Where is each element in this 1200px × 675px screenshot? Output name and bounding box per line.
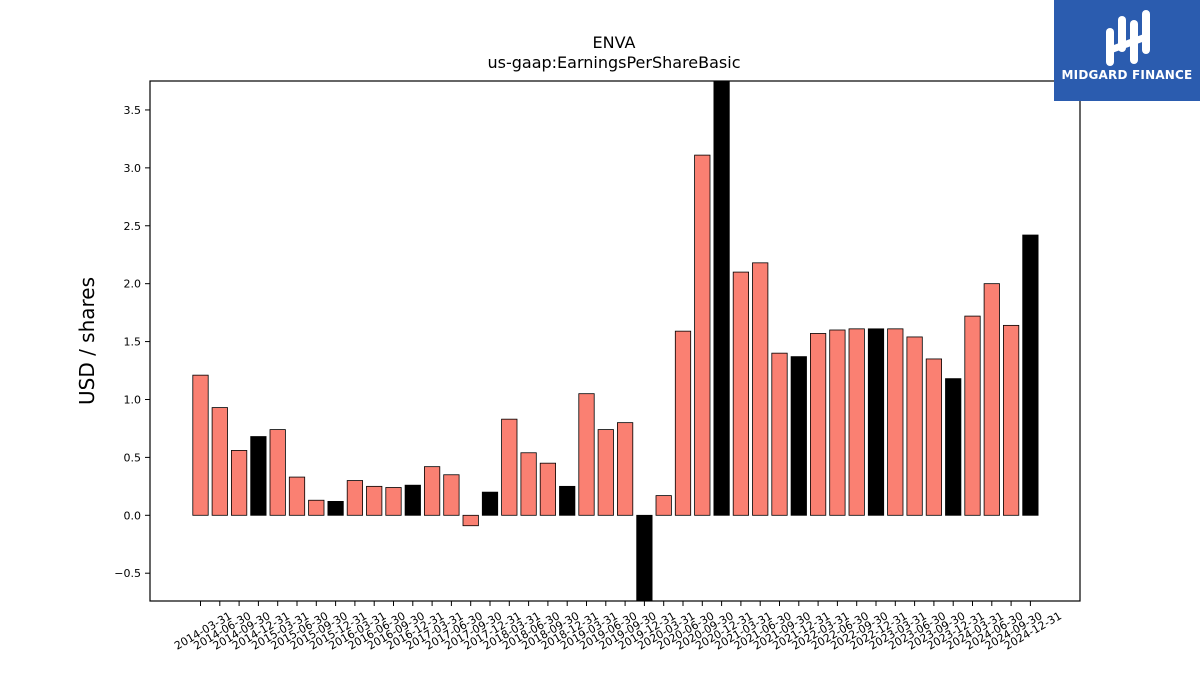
bar-2016-09-30 — [385, 487, 402, 516]
bar-2016-03-31 — [346, 480, 364, 516]
bar-2019-12-31 — [636, 514, 653, 602]
bar-2014-09-30 — [230, 450, 248, 516]
bar-2023-06-30 — [906, 336, 923, 516]
chart-title: ENVA — [593, 33, 636, 52]
bar-2018-09-30 — [539, 462, 557, 516]
bar-2017-06-30 — [443, 474, 460, 516]
bar-2020-06-30 — [674, 330, 692, 516]
y-tick-label: −0.5 — [114, 567, 141, 580]
bar-2022-03-31 — [810, 333, 827, 516]
bar-2020-09-30 — [694, 154, 711, 516]
y-tick-label: 0.5 — [124, 451, 142, 464]
bar-2023-09-30 — [925, 358, 943, 516]
bar-2021-12-31 — [790, 356, 807, 516]
y-tick-label: 2.5 — [124, 220, 142, 233]
y-tick-label: 3.5 — [124, 104, 142, 117]
bar-2021-06-30 — [752, 262, 769, 516]
midgard-logo-icon — [1106, 10, 1150, 66]
y-tick-label: 0.0 — [124, 509, 142, 522]
y-axis-label: USD / shares — [75, 277, 99, 405]
bar-2024-06-30 — [983, 283, 1000, 516]
bar-2019-09-30 — [617, 422, 634, 516]
bar-2018-12-31 — [559, 485, 576, 516]
y-tick-label: 1.0 — [124, 393, 142, 406]
bar-2024-09-30 — [1003, 324, 1020, 516]
bar-2023-03-31 — [887, 328, 904, 516]
bar-2015-09-30 — [308, 499, 325, 516]
y-tick-label: 3.0 — [124, 162, 142, 175]
bar-2022-12-31 — [867, 328, 885, 516]
bar-2022-09-30 — [848, 328, 865, 516]
bar-2014-03-31 — [192, 374, 209, 516]
bars-group — [192, 80, 1039, 602]
bar-2021-03-31 — [732, 271, 750, 516]
bar-2022-06-30 — [829, 329, 846, 516]
logo-text: MIDGARD FINANCE — [1061, 68, 1193, 82]
bar-2024-03-31 — [964, 315, 981, 516]
bar-2017-09-30 — [462, 514, 479, 527]
bar-2017-03-31 — [423, 466, 441, 516]
bar-2015-03-31 — [269, 429, 286, 516]
bar-2016-06-30 — [366, 485, 383, 516]
bar-2018-06-30 — [520, 452, 537, 516]
bar-2014-12-31 — [250, 436, 267, 516]
bar-2024-12-31 — [1022, 234, 1039, 516]
midgard-finance-logo: MIDGARD FINANCE — [1054, 0, 1200, 101]
bar-2021-09-30 — [771, 352, 788, 516]
bar-2020-12-31 — [713, 80, 730, 516]
x-ticks-group: 2014-03-312014-06-302014-09-302014-12-31… — [172, 601, 1064, 653]
bar-2020-03-31 — [655, 495, 672, 516]
bar-2018-03-31 — [501, 418, 518, 516]
bar-2016-12-31 — [404, 484, 421, 516]
y-tick-label: 2.0 — [124, 278, 142, 291]
bar-2014-06-30 — [211, 407, 228, 516]
y-tick-label: 1.5 — [124, 336, 142, 349]
bar-2015-12-31 — [327, 500, 344, 516]
bar-2015-06-30 — [288, 476, 306, 516]
bar-2023-12-31 — [945, 378, 962, 516]
bar-2017-12-31 — [481, 491, 499, 516]
y-ticks-group: −0.5 0.0 0.5 1.0 1.5 2.0 2.5 3.0 3.5 — [114, 104, 150, 580]
bar-2019-06-30 — [597, 429, 614, 516]
plot-frame — [149, 80, 1081, 602]
chart-subtitle: us-gaap:EarningsPerShareBasic — [487, 53, 740, 72]
bar-2019-03-31 — [578, 393, 595, 516]
